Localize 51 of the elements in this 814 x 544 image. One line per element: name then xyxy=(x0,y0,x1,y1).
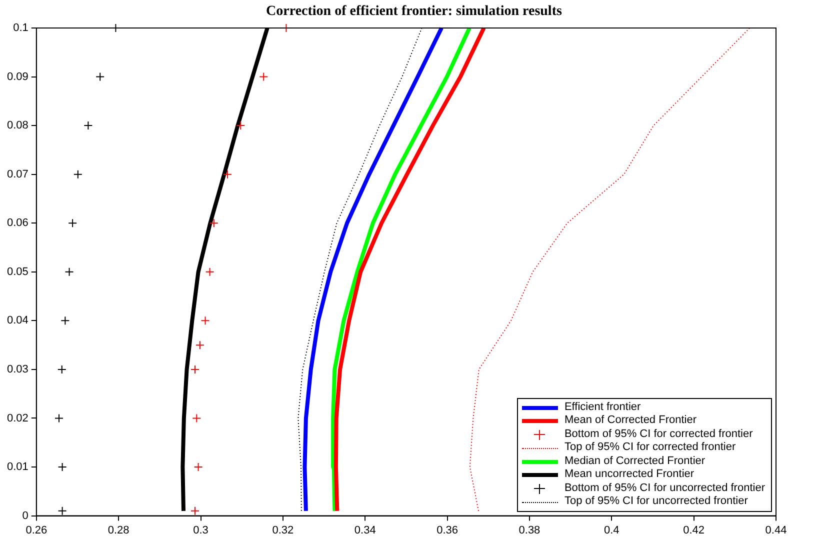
x-tick-label: 0.26 xyxy=(26,524,48,536)
legend-label: Bottom of 95% CI for uncorrected frontier xyxy=(564,482,765,496)
point xyxy=(190,506,200,516)
point xyxy=(222,170,232,179)
y-tick-label: 0.02 xyxy=(6,412,28,424)
y-tick-label: 0.05 xyxy=(6,266,28,278)
x-tick-label: 0.36 xyxy=(436,524,458,536)
y-tick-label: 0.07 xyxy=(6,168,28,180)
legend-label: Bottom of 95% CI for corrected frontier xyxy=(564,428,753,442)
y-tick-label: 0 xyxy=(22,510,28,522)
y-tick-label: 0.06 xyxy=(6,217,28,230)
point xyxy=(58,506,67,516)
x-tick-label: 0.34 xyxy=(354,524,376,536)
point xyxy=(259,72,268,82)
x-tick-label: 0.3 xyxy=(193,524,208,536)
point xyxy=(60,316,70,326)
point xyxy=(68,218,78,228)
x-tick-label: 0.38 xyxy=(518,524,540,536)
point xyxy=(64,267,74,276)
point xyxy=(192,414,202,423)
y-tick-label: 0.01 xyxy=(6,461,28,474)
point xyxy=(236,121,246,130)
point xyxy=(58,462,67,472)
legend-label: Efficient frontier xyxy=(564,400,641,414)
legend-label: Top of 95% CI for uncorrected frontier xyxy=(564,495,748,509)
point xyxy=(54,414,64,423)
point xyxy=(194,462,203,472)
legend-label: Mean uncorrected Frontier xyxy=(564,468,694,482)
legend-label: Mean of Corrected Frontier xyxy=(564,414,697,428)
y-tick-label: 0.03 xyxy=(6,363,28,376)
point xyxy=(57,364,66,374)
point xyxy=(200,316,210,326)
x-tick-label: 0.28 xyxy=(108,524,130,536)
point xyxy=(209,218,218,228)
x-tick-label: 0.42 xyxy=(683,524,705,536)
y-tick-label: 0.08 xyxy=(6,120,28,132)
y-tick-label: 0.04 xyxy=(6,314,28,327)
point xyxy=(205,267,214,276)
legend-label: Median of Corrected Frontier xyxy=(564,454,706,468)
point xyxy=(73,170,82,179)
x-tick-label: 0.4 xyxy=(604,524,620,536)
point xyxy=(84,121,93,130)
point xyxy=(190,364,200,374)
chart-title: Correction of efficient frontier: simulation results xyxy=(265,4,563,20)
x-tick-label: 0.32 xyxy=(272,524,294,536)
legend-label: Top of 95% CI for corrected frontier xyxy=(564,441,736,455)
y-tick-label: 0.1 xyxy=(13,22,28,34)
y-tick-label: 0.09 xyxy=(6,70,28,83)
point xyxy=(195,340,204,350)
point xyxy=(96,72,105,82)
x-tick-label: 0.44 xyxy=(765,524,787,536)
